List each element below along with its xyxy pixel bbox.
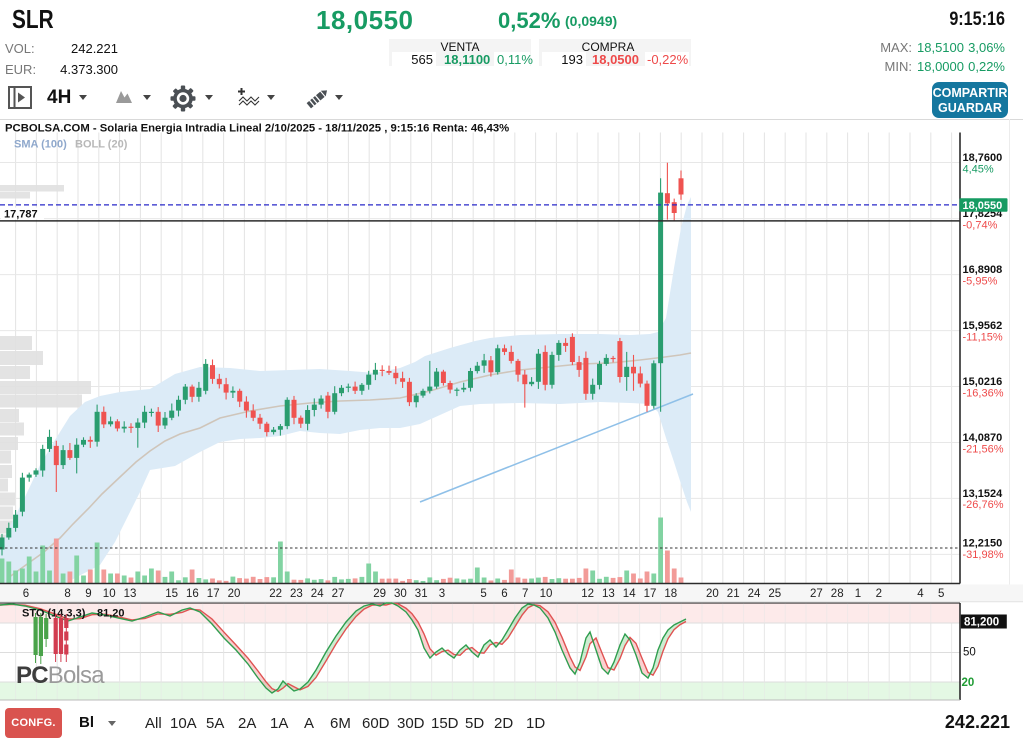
svg-text:27: 27: [810, 588, 823, 600]
svg-text:20: 20: [962, 677, 975, 689]
svg-text:81,20: 81,20: [97, 607, 125, 619]
svg-text:10: 10: [103, 588, 116, 600]
svg-text:-31,98%: -31,98%: [963, 549, 1004, 561]
svg-text:12: 12: [581, 588, 594, 600]
svg-text:-11,15%: -11,15%: [963, 331, 1003, 343]
svg-text:4: 4: [917, 588, 924, 600]
svg-text:21: 21: [727, 588, 740, 600]
svg-text:17,787: 17,787: [4, 208, 38, 220]
svg-text:5: 5: [938, 588, 944, 600]
svg-text:17: 17: [644, 588, 657, 600]
svg-text:28: 28: [831, 588, 844, 600]
svg-text:25: 25: [768, 588, 781, 600]
svg-text:81,200: 81,200: [964, 616, 999, 628]
svg-text:BOLL (20): BOLL (20): [75, 139, 128, 151]
svg-text:12,2150: 12,2150: [963, 538, 1003, 550]
svg-text:SMA (100): SMA (100): [14, 139, 67, 151]
svg-text:PCBOLSA.COM - Solaria Energia: PCBOLSA.COM - Solaria Energia Intradia L…: [5, 122, 509, 134]
svg-text:4,45%: 4,45%: [963, 163, 994, 175]
svg-text:22: 22: [269, 588, 282, 600]
svg-text:50: 50: [963, 646, 976, 658]
svg-text:20: 20: [228, 588, 241, 600]
svg-text:2: 2: [876, 588, 882, 600]
svg-text:15,0216: 15,0216: [963, 376, 1003, 388]
svg-text:10: 10: [540, 588, 553, 600]
svg-text:23: 23: [290, 588, 303, 600]
svg-text:7: 7: [522, 588, 528, 600]
svg-text:13: 13: [124, 588, 137, 600]
svg-text:17: 17: [207, 588, 220, 600]
svg-text:-5,95%: -5,95%: [963, 275, 998, 287]
svg-text:31: 31: [415, 588, 428, 600]
svg-text:13,1524: 13,1524: [963, 488, 1004, 500]
svg-text:18,7600: 18,7600: [963, 152, 1003, 164]
svg-text:18,0550: 18,0550: [963, 200, 1003, 212]
svg-text:14,0870: 14,0870: [963, 432, 1003, 444]
svg-text:-21,56%: -21,56%: [963, 443, 1004, 455]
svg-text:-0,74%: -0,74%: [963, 219, 998, 231]
svg-text:-16,36%: -16,36%: [963, 387, 1004, 399]
svg-text:3: 3: [439, 588, 445, 600]
svg-text:15: 15: [165, 588, 178, 600]
svg-text:16,8908: 16,8908: [963, 264, 1003, 276]
svg-text:30: 30: [394, 588, 407, 600]
svg-text:1: 1: [855, 588, 861, 600]
svg-text:6: 6: [501, 588, 507, 600]
svg-text:24: 24: [311, 588, 324, 600]
svg-text:27: 27: [332, 588, 345, 600]
svg-text:9: 9: [85, 588, 91, 600]
svg-text:-26,76%: -26,76%: [963, 499, 1004, 511]
svg-text:18: 18: [664, 588, 677, 600]
svg-text:13: 13: [602, 588, 615, 600]
svg-text:STO (14,3,3): STO (14,3,3): [22, 607, 86, 619]
svg-text:20: 20: [706, 588, 719, 600]
svg-text:6: 6: [23, 588, 29, 600]
svg-text:5: 5: [480, 588, 486, 600]
svg-text:24: 24: [748, 588, 761, 600]
svg-text:15,9562: 15,9562: [963, 320, 1003, 332]
svg-text:PCBolsa: PCBolsa: [16, 662, 105, 689]
svg-text:29: 29: [373, 588, 386, 600]
svg-text:8: 8: [64, 588, 70, 600]
svg-text:16: 16: [186, 588, 199, 600]
svg-text:14: 14: [623, 588, 636, 600]
